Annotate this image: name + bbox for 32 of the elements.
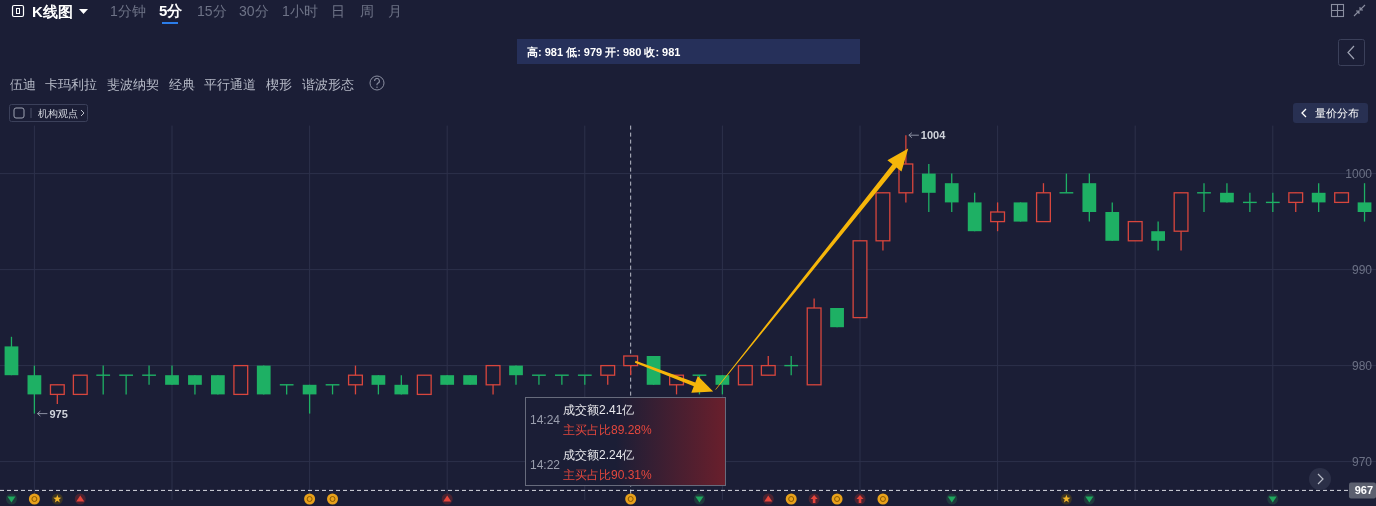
- y-tick-label: 1000: [1345, 166, 1372, 181]
- annotation: 谐波形态: [302, 77, 354, 92]
- annotation: 975: [49, 407, 68, 420]
- annotation: 成交额2.41亿: [563, 403, 635, 417]
- y-tick-label: 970: [1351, 454, 1372, 469]
- annotation: 斐波纳契: [107, 77, 159, 92]
- annotation: 月: [388, 3, 402, 19]
- annotation: 周: [360, 3, 374, 19]
- annotation: 伍迪: [10, 77, 36, 92]
- y-tick-label: 980: [1351, 358, 1372, 373]
- title: K线图: [32, 3, 73, 20]
- annotation: 卡玛利拉: [45, 77, 97, 92]
- annotation: 高: 981 低: 979 开: 980 收: 981: [527, 46, 681, 58]
- annotation: 1004: [920, 129, 946, 142]
- annotation: 15分: [197, 3, 227, 19]
- y-tick-label: 990: [1351, 262, 1372, 277]
- annotation: 平行通道: [204, 77, 256, 92]
- ref-line-label: 967: [1354, 484, 1373, 497]
- annotation: 主买占比90.31%: [563, 468, 652, 482]
- annotation: 机构观点: [38, 108, 78, 119]
- annotation: 量价分布: [1315, 107, 1359, 119]
- annotation: 主买占比89.28%: [563, 423, 652, 437]
- annotation: 日: [331, 3, 345, 19]
- annotation: 经典: [169, 77, 195, 92]
- annotation: 14:22: [530, 458, 561, 472]
- annotation: 楔形: [266, 77, 292, 92]
- annotation: 成交额2.24亿: [563, 448, 635, 462]
- annotation: 14:24: [530, 413, 561, 427]
- annotation: 5分: [159, 2, 183, 19]
- annotation: 1小时: [282, 3, 318, 19]
- annotation: 1分钟: [110, 3, 146, 19]
- annotation: 30分: [239, 3, 269, 19]
